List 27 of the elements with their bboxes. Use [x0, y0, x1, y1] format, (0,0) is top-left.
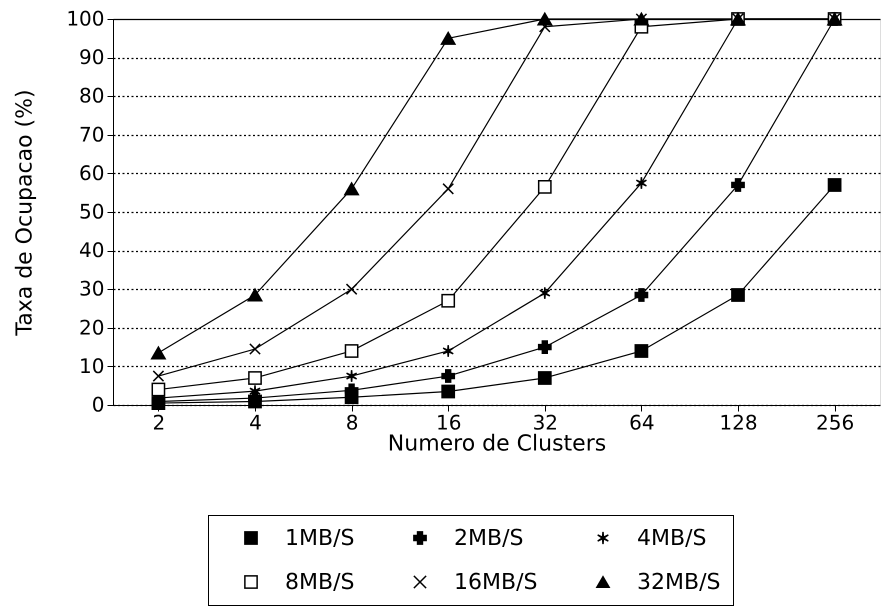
x-tick-label: 4	[249, 410, 262, 434]
x-tick-label: 16	[436, 410, 462, 434]
y-tick-label: 60	[79, 160, 104, 185]
legend-label: 4MB/S	[637, 526, 706, 551]
x-tick-label: 8	[346, 410, 358, 434]
y-tick-label: 40	[79, 238, 104, 262]
x-tick-label: 128	[719, 410, 758, 434]
y-tick-label: 90	[79, 45, 104, 70]
legend-label: 16MB/S	[454, 570, 538, 595]
legend-label: 1MB/S	[285, 526, 354, 551]
x-tick-label: 64	[629, 410, 655, 434]
y-tick-label: 0	[92, 392, 104, 416]
x-tick-label: 2	[152, 410, 166, 434]
x-axis-title: Numero de Clusters	[388, 432, 606, 456]
legend-label: 32MB/S	[637, 570, 720, 595]
y-tick-label: 10	[79, 354, 104, 378]
y-tick-label: 50	[79, 200, 104, 224]
legend-label: 2MB/S	[454, 526, 524, 551]
x-tick-label: 256	[816, 410, 854, 434]
y-tick-label: 30	[79, 276, 104, 301]
y-tick-label: 20	[79, 315, 104, 340]
y-axis-title: Taxa de Ocupacao (%)	[12, 89, 38, 337]
y-tick-label: 80	[79, 84, 104, 108]
x-tick-label: 32	[532, 410, 558, 434]
y-tick-label: 100	[66, 6, 104, 30]
y-tick-label: 70	[79, 122, 104, 146]
legend-label: 8MB/S	[285, 570, 354, 595]
